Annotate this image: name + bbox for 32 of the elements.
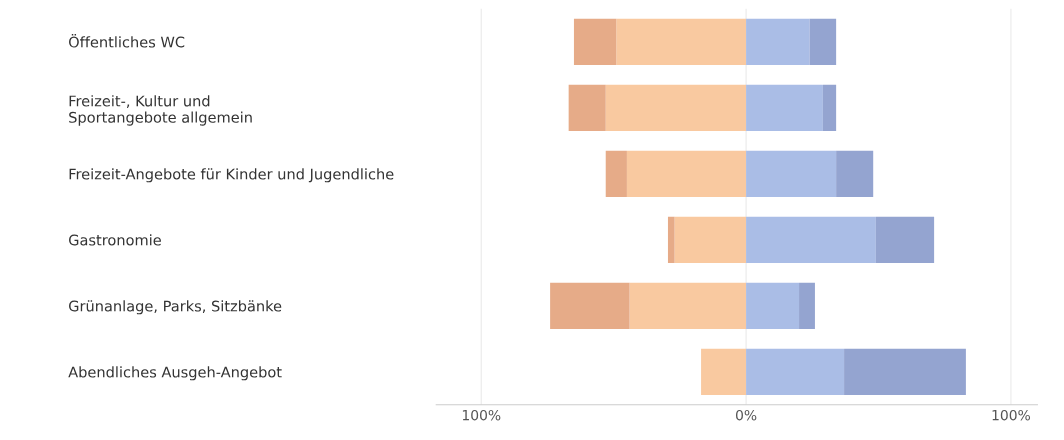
bar: [605, 84, 747, 131]
y-tick-label: Grünanlage, Parks, Sitzbänke: [69, 300, 282, 315]
y-tick-label: Abendliches Ausgeh-Angebot: [68, 366, 282, 381]
bar: [746, 282, 800, 329]
bar: [667, 216, 675, 263]
bar: [626, 150, 747, 197]
bar: [844, 348, 966, 395]
x-tick-label: 100%: [992, 409, 1030, 421]
bar: [746, 216, 876, 263]
bar: [629, 282, 747, 329]
bar: [746, 348, 845, 395]
bar: [746, 84, 823, 131]
bar: [746, 18, 810, 65]
y-tick-label: Freizeit-Angebote für Kinder und Jugendliche: [69, 168, 394, 183]
x-tick-label: 100%: [462, 409, 501, 421]
bar: [605, 150, 627, 197]
bar: [822, 84, 837, 131]
bar: [875, 216, 935, 263]
bar: [568, 84, 606, 131]
x-tick-label: 0%: [735, 409, 757, 421]
y-tick-label: Freizeit-, Kultur und Sportangebote allgemein: [69, 95, 252, 126]
bar: [809, 18, 837, 65]
bar: [836, 150, 874, 197]
y-tick-label: Gastronomie: [69, 234, 161, 246]
bar: [799, 282, 815, 329]
y-tick-label: Öffentliches WC: [69, 34, 185, 48]
bar: [616, 18, 747, 65]
bar: [701, 348, 747, 395]
bar: [550, 282, 630, 329]
bar: [573, 18, 617, 65]
bar: [746, 150, 837, 197]
bar: [674, 216, 747, 263]
